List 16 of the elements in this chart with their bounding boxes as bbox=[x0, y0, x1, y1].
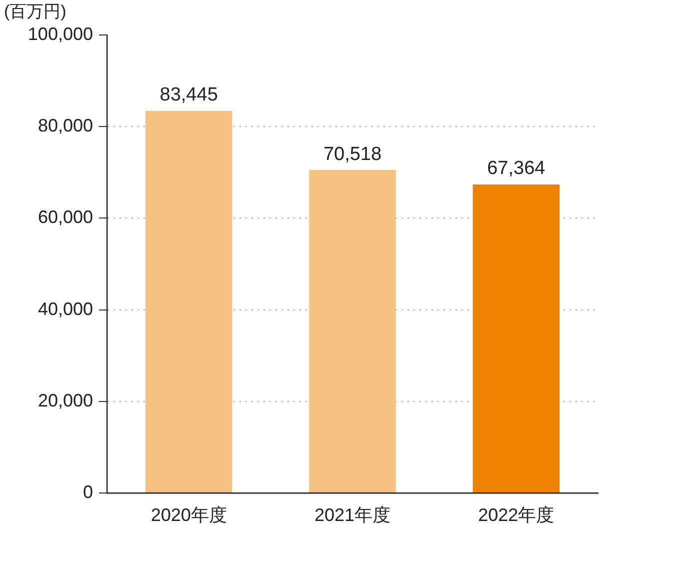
bar bbox=[472, 184, 560, 492]
data-label: 83,445 bbox=[160, 84, 218, 106]
y-axis-title: (百万円) bbox=[4, 2, 66, 22]
y-tick-label: 100,000 bbox=[28, 24, 93, 44]
bar bbox=[145, 110, 232, 492]
x-tick-label: 2020年度 bbox=[150, 504, 227, 525]
y-tick-label: 80,000 bbox=[38, 116, 93, 136]
data-label: 70,518 bbox=[323, 144, 382, 165]
y-tick-label: 20,000 bbox=[38, 390, 93, 410]
bar bbox=[309, 170, 396, 492]
y-tick-label: 60,000 bbox=[38, 207, 93, 228]
x-tick-label: 2022年度 bbox=[478, 504, 554, 525]
x-tick-label: 2021年度 bbox=[314, 504, 391, 525]
data-label: 67,364 bbox=[487, 158, 546, 180]
y-tick-label: 0 bbox=[82, 482, 93, 502]
y-tick-label: 40,000 bbox=[38, 298, 93, 319]
